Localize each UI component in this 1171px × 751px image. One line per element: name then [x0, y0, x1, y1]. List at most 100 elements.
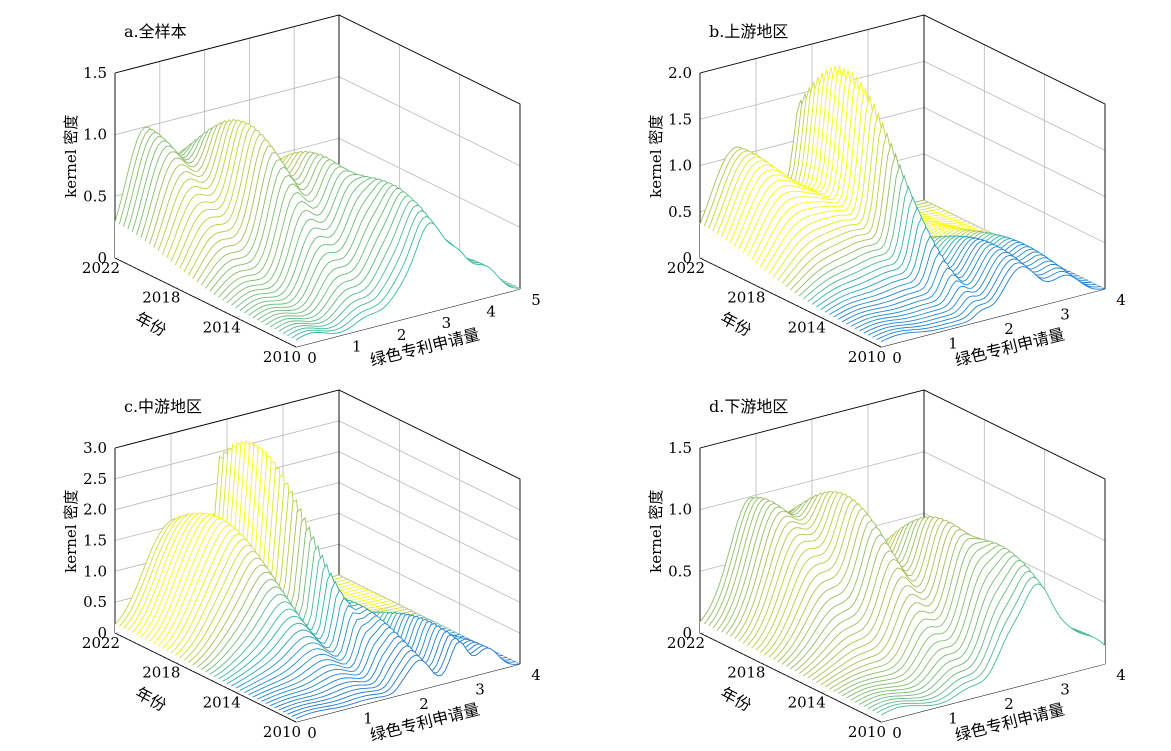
surface-line	[287, 634, 512, 715]
y-tick-label: 2014	[203, 693, 241, 711]
y-tick-label: 2018	[727, 289, 765, 307]
x-tick-label: 4	[486, 303, 496, 321]
x-tick-label: 3	[1060, 306, 1070, 324]
z-tick-label: 0.5	[668, 562, 692, 580]
y-tick-label: 2018	[142, 664, 180, 682]
y-tick-label: 2022	[667, 259, 705, 277]
x-tick-label: 0	[307, 349, 317, 367]
z-tick-label: 1.0	[668, 157, 692, 175]
y-axis-title: 年份	[132, 308, 169, 340]
surface-line	[295, 641, 521, 719]
surface-chart: 012345201020142018202200.51.01.5绿色专利申请量年…	[62, 14, 541, 371]
surface-chart: 01234201020142018202200.51.01.52.0绿色专利申请…	[647, 14, 1126, 370]
chart-panel-a: 0 1 2 3 4 5 2010 2014 2018 2022 0 0.5 1.0 1.5 绿色专利申请量年…	[0, 0, 585, 375]
y-tick-label: 2014	[203, 318, 241, 336]
x-tick-label: 4	[531, 666, 541, 684]
x-tick-label: 0	[892, 349, 902, 367]
x-tick-label: 4	[1116, 291, 1126, 309]
surface-line	[846, 241, 1071, 325]
surface-chart: 01234201020142018202200.51.01.52.02.53.0…	[62, 389, 541, 745]
z-tick-label: 1.0	[83, 562, 107, 580]
y-tick-label: 2022	[82, 259, 120, 277]
chart-panel-b: 0 1 2 3 4 2010 2014 2018 2022 0 0.5 1.0 1.5 2.0 绿色专利申请…	[585, 0, 1170, 375]
surface-line	[291, 637, 516, 717]
y-tick-label: 2018	[142, 289, 180, 307]
surface-line	[295, 222, 521, 341]
z-axis-title: kernel 密度	[62, 115, 80, 198]
surface-line	[876, 262, 1101, 341]
z-tick-label: 1.5	[668, 439, 692, 457]
surface-line	[850, 243, 1075, 327]
panel-title: a.全样本	[124, 22, 187, 41]
x-tick-label: 3	[1060, 681, 1070, 699]
panel-title: b.上游地区	[709, 22, 788, 41]
tick-labels: 01234201020142018202200.51.01.52.02.53.0…	[62, 397, 541, 745]
surface-line	[287, 209, 512, 337]
surface-line	[274, 625, 499, 709]
surface-line	[867, 254, 1093, 336]
chart-panel-c: 0 1 2 3 4 2010 2014 2018 2022 0 0.5 1.0 1.5 2.0 2.5 3.0…	[0, 375, 585, 750]
x-tick-label: 1	[352, 337, 362, 355]
z-axis-title: kernel 密度	[647, 115, 665, 198]
z-tick-label: 2.0	[83, 501, 107, 519]
y-tick-label: 2010	[848, 723, 886, 741]
surface-mesh	[699, 491, 1106, 722]
z-tick-label: 0.5	[668, 203, 692, 221]
surface-line	[859, 248, 1084, 332]
panel-title: c.中游地区	[124, 397, 202, 416]
x-tick-label: 1	[363, 710, 373, 728]
surface-line	[880, 266, 1106, 343]
z-tick-label: 1.5	[668, 110, 692, 128]
y-tick-label: 2014	[788, 318, 826, 336]
surface-line	[872, 258, 1097, 338]
z-tick-label: 1.0	[668, 501, 692, 519]
z-tick-label: 3.0	[83, 439, 107, 457]
surface-line	[282, 204, 508, 334]
y-tick-label: 2010	[263, 348, 301, 366]
x-tick-label: 3	[442, 314, 452, 332]
surface-mesh	[699, 65, 1106, 347]
surface-line	[863, 251, 1088, 334]
x-tick-label: 2	[1004, 695, 1014, 713]
z-tick-label: 0.5	[83, 593, 107, 611]
surface-mesh	[114, 440, 521, 722]
y-axis-title: 年份	[132, 683, 169, 715]
x-tick-label: 0	[892, 724, 902, 742]
y-tick-label: 2010	[848, 348, 886, 366]
x-tick-label: 3	[475, 681, 485, 699]
x-tick-label: 1	[948, 710, 958, 728]
z-tick-label: 0	[682, 249, 692, 267]
x-tick-label: 2	[1004, 320, 1014, 338]
z-tick-label: 0	[97, 249, 107, 267]
y-axis-title: 年份	[717, 683, 754, 715]
y-tick-label: 2018	[727, 664, 765, 682]
chart-panel-d: 0 1 2 3 4 2010 2014 2018 2022 0 0.5 1.0 1.5 绿色专利申请量 年份…	[585, 375, 1170, 750]
z-tick-label: 0.5	[83, 187, 107, 205]
z-tick-label: 0	[97, 624, 107, 642]
panel-title: d.下游地区	[709, 397, 788, 416]
z-axis-title: kernel 密度	[647, 490, 665, 573]
y-tick-label: 2022	[82, 634, 120, 652]
surface-line	[854, 246, 1080, 330]
x-tick-label: 0	[307, 724, 317, 742]
x-tick-label: 5	[531, 291, 541, 309]
surface-line	[282, 630, 508, 713]
z-axis-title: kernel 密度	[62, 490, 80, 573]
x-axis-title: 绿色专利申请量	[368, 325, 481, 371]
z-tick-label: 0	[682, 624, 692, 642]
surface-line	[278, 627, 503, 711]
y-axis-title: 年份	[717, 308, 754, 340]
surface-chart: 01234201020142018202200.51.01.5绿色专利申请量年份…	[647, 389, 1126, 745]
y-tick-label: 2022	[667, 634, 705, 652]
z-tick-label: 2.0	[668, 64, 692, 82]
surface-mesh	[114, 118, 521, 347]
y-tick-label: 2014	[788, 693, 826, 711]
x-tick-label: 2	[419, 695, 429, 713]
z-tick-label: 1.5	[83, 532, 107, 550]
y-tick-label: 2010	[263, 723, 301, 741]
x-tick-label: 2	[397, 326, 407, 344]
z-tick-label: 2.5	[83, 470, 107, 488]
x-tick-label: 1	[948, 335, 958, 353]
x-tick-label: 4	[1116, 666, 1126, 684]
z-tick-label: 1.0	[83, 126, 107, 144]
